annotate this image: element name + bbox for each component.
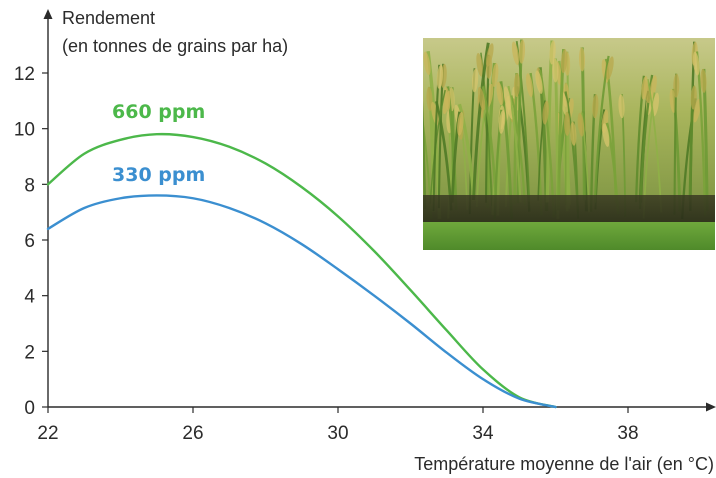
y-tick-label: 2 <box>24 342 35 363</box>
rice-stalk <box>423 100 427 210</box>
x-tick-label: 22 <box>37 423 58 444</box>
y-axis-label-line1: Rendement <box>62 8 155 28</box>
rice-grain-head <box>577 112 585 137</box>
rice-grain-head <box>496 81 504 106</box>
rice-grain-head <box>472 68 479 93</box>
x-tick-label: 34 <box>472 423 494 444</box>
x-ticks: 22 26 30 34 38 <box>37 407 639 444</box>
rice-grain-head <box>641 75 648 100</box>
rice-grain-head <box>560 49 568 74</box>
rice-grain-head <box>498 109 506 134</box>
rice-grain-head <box>602 123 610 147</box>
rice-stalk <box>593 55 610 203</box>
rice-grain-head <box>535 70 543 94</box>
rice-grain-head <box>649 75 657 99</box>
series-label-330-ppm: 330 ppm <box>112 164 205 186</box>
rice-grain-head <box>692 51 700 76</box>
rice-stalk <box>507 85 522 203</box>
x-tick-label: 30 <box>327 423 348 444</box>
rice-grain-head <box>436 64 444 89</box>
y-tick-label: 0 <box>24 398 35 419</box>
rice-grain-head <box>549 40 556 65</box>
series-line-660-ppm <box>46 132 557 409</box>
rice-grain-head <box>570 121 577 146</box>
rice-stalk <box>646 78 663 213</box>
rice-grain-head <box>511 41 520 66</box>
rice-grain-head <box>518 39 526 64</box>
rice-grain-head <box>426 86 433 111</box>
series-line-330-ppm <box>46 194 557 409</box>
series-lines <box>46 132 557 409</box>
rice-grain-head <box>690 85 697 110</box>
rice-grain-head <box>485 43 494 67</box>
y-axis-arrow <box>43 9 53 19</box>
rice-grain-head <box>652 92 660 117</box>
rice-grain-head <box>415 61 423 85</box>
x-tick-label: 38 <box>617 423 638 444</box>
rice-field-photo <box>411 38 715 250</box>
rice-grain-head <box>457 111 464 136</box>
rice-grain-head <box>476 52 484 77</box>
rice-grain-head <box>411 88 422 113</box>
rice-grain-head <box>673 73 680 98</box>
rice-grain-head <box>578 47 586 72</box>
rice-grain-head <box>442 90 451 115</box>
y-tick-label: 6 <box>24 231 35 252</box>
rice-grain-head <box>552 58 559 83</box>
rice-stalk <box>472 42 490 201</box>
x-axis-label: Température moyenne de l'air (en °C) <box>414 454 714 474</box>
y-ticks: 0 2 4 6 8 10 12 <box>14 64 48 419</box>
y-tick-label: 8 <box>24 175 35 196</box>
y-axis-label-line2: (en tonnes de grains par ha) <box>62 36 288 56</box>
rice-grain-head <box>491 63 499 88</box>
rice-grain-head <box>526 73 533 98</box>
x-axis-arrow <box>706 402 716 412</box>
y-tick-label: 10 <box>14 120 35 141</box>
rice-grain-head <box>693 98 701 123</box>
rice-grain-head <box>564 111 571 136</box>
rice-grain-head <box>618 94 625 119</box>
series-label-660-ppm: 660 ppm <box>112 101 205 123</box>
rice-grain-head <box>513 73 520 98</box>
rice-grain-head <box>592 94 599 119</box>
rice-grain-head <box>423 51 431 76</box>
rice-grain-head <box>542 100 549 125</box>
rice-grain-head <box>477 86 486 111</box>
y-tick-label: 12 <box>14 64 35 85</box>
rice-grain-head <box>606 56 614 80</box>
y-tick-label: 4 <box>24 287 35 308</box>
rice-stalk <box>510 95 526 206</box>
rice-grain-head <box>700 68 707 93</box>
axes <box>43 9 716 412</box>
x-tick-label: 26 <box>182 423 203 444</box>
rice-grain-head <box>503 86 511 111</box>
